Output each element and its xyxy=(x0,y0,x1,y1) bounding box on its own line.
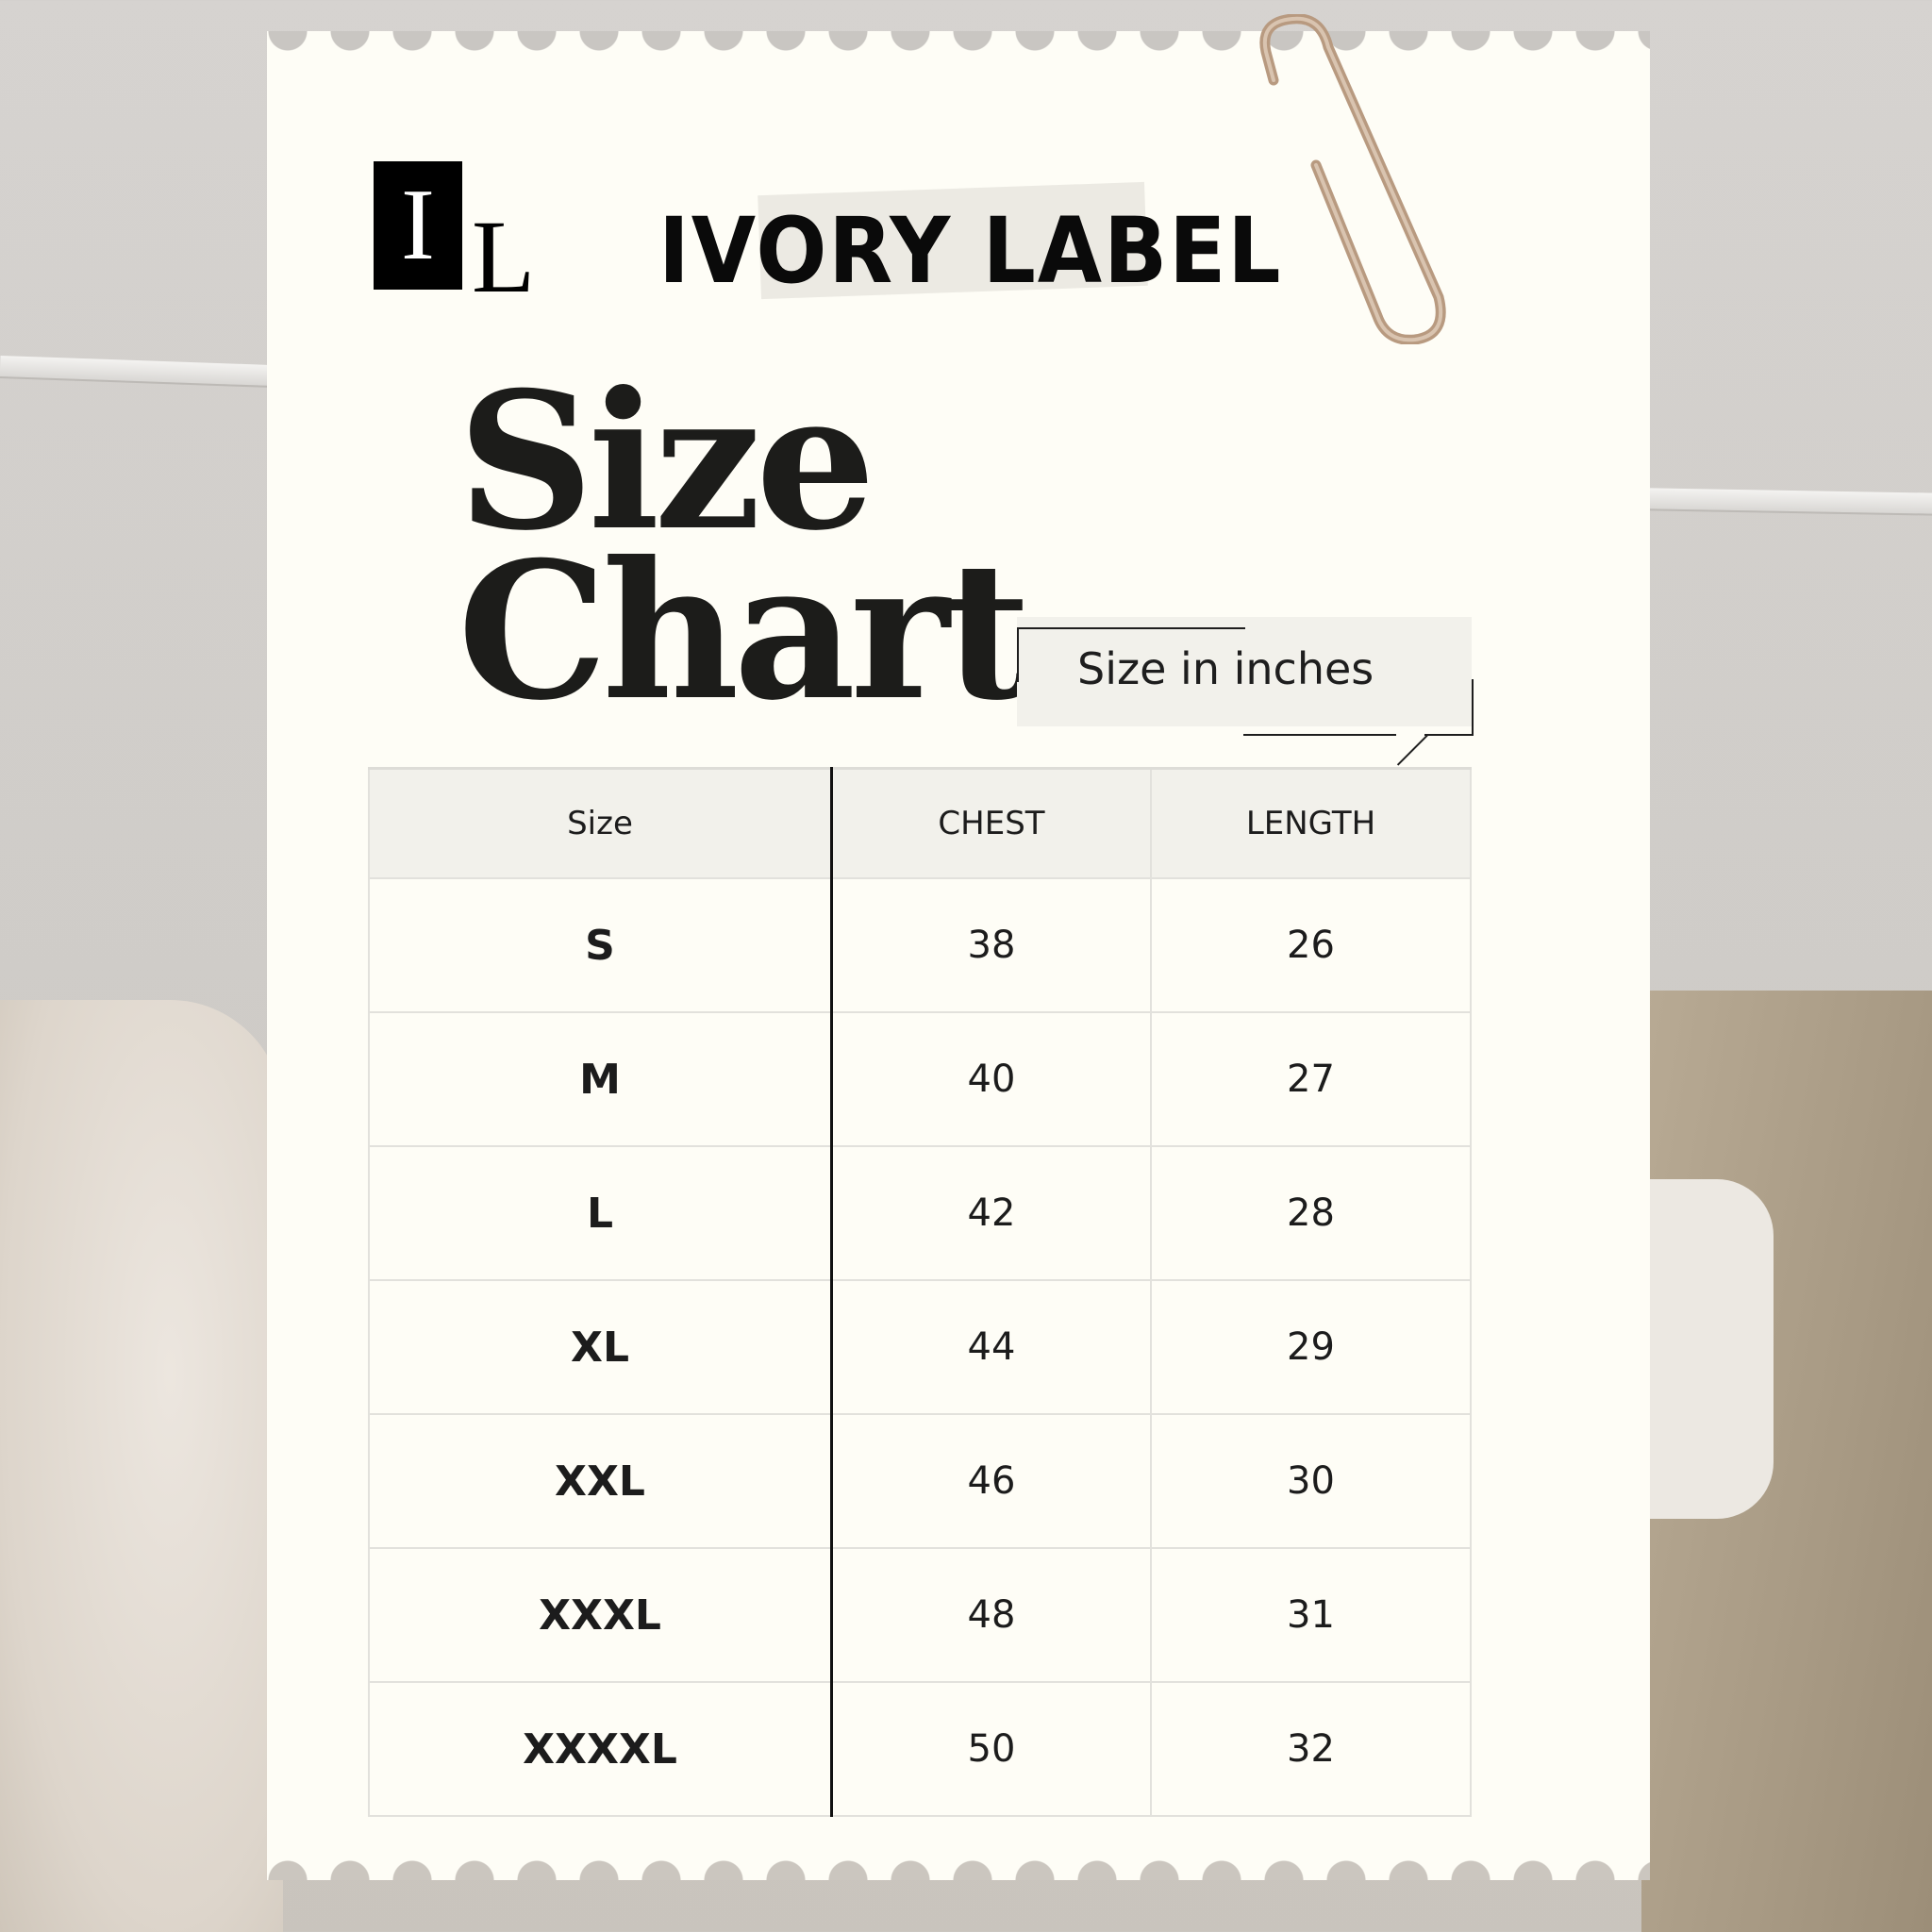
cell-size: XXXXL xyxy=(368,1681,833,1817)
table-row: XXL 46 30 xyxy=(368,1413,1472,1549)
size-table: Size CHEST LENGTH S 38 26 M 40 27 L 42 28 XL 44 29 X… xyxy=(368,767,1472,1817)
puffer-jacket-photo xyxy=(1641,1179,1774,1519)
cell-size: XXXL xyxy=(368,1547,833,1683)
cell-length: 27 xyxy=(1150,1011,1472,1147)
table-row: M 40 27 xyxy=(368,1011,1472,1147)
cell-length: 31 xyxy=(1150,1547,1472,1683)
header-size: Size xyxy=(368,767,833,879)
table-row: S 38 26 xyxy=(368,877,1472,1013)
cell-size: L xyxy=(368,1145,833,1281)
cell-length: 28 xyxy=(1150,1145,1472,1281)
fleece-jacket-photo xyxy=(0,1000,283,1932)
logo-monogram-l: L xyxy=(472,199,536,314)
page-title: Size Chart xyxy=(458,351,1031,742)
cell-size: M xyxy=(368,1011,833,1147)
cell-size: XXL xyxy=(368,1413,833,1549)
table-header-row: Size CHEST LENGTH xyxy=(368,767,1472,879)
unit-note: Size in inches xyxy=(1077,643,1374,694)
clothing-rail xyxy=(1645,488,1932,516)
callout-line xyxy=(1017,627,1245,629)
table-row: L 42 28 xyxy=(368,1145,1472,1281)
callout-line xyxy=(1424,734,1472,736)
cell-size: XL xyxy=(368,1279,833,1415)
cell-length: 26 xyxy=(1150,877,1472,1013)
brand-logo xyxy=(374,161,462,290)
logo-monogram-i: I xyxy=(401,169,435,281)
cell-chest: 40 xyxy=(830,1011,1152,1147)
cell-chest: 46 xyxy=(830,1413,1152,1549)
callout-line xyxy=(1472,679,1474,736)
cell-chest: 42 xyxy=(830,1145,1152,1281)
brand-name: IVORY LABEL xyxy=(658,198,1283,304)
header-chest: CHEST xyxy=(830,767,1152,879)
perforated-edge-top xyxy=(267,31,1650,54)
cell-length: 32 xyxy=(1150,1681,1472,1817)
table-row: XL 44 29 xyxy=(368,1279,1472,1415)
cell-chest: 38 xyxy=(830,877,1152,1013)
callout-line xyxy=(1243,734,1396,736)
table-row: XXXL 48 31 xyxy=(368,1547,1472,1683)
callout-line xyxy=(1017,627,1019,682)
clothing-rail xyxy=(0,355,275,389)
cell-chest: 48 xyxy=(830,1547,1152,1683)
cell-length: 29 xyxy=(1150,1279,1472,1415)
title-line-1: Size xyxy=(458,351,875,573)
header-length: LENGTH xyxy=(1150,767,1472,879)
cell-size: S xyxy=(368,877,833,1013)
cell-chest: 44 xyxy=(830,1279,1152,1415)
table-row: XXXXL 50 32 xyxy=(368,1681,1472,1817)
perforated-edge-bottom xyxy=(267,1857,1650,1880)
paperclip-icon xyxy=(1259,14,1446,344)
unit-callout xyxy=(1017,617,1472,726)
cell-chest: 50 xyxy=(830,1681,1152,1817)
cell-length: 30 xyxy=(1150,1413,1472,1549)
title-line-2: Chart xyxy=(458,521,1031,742)
